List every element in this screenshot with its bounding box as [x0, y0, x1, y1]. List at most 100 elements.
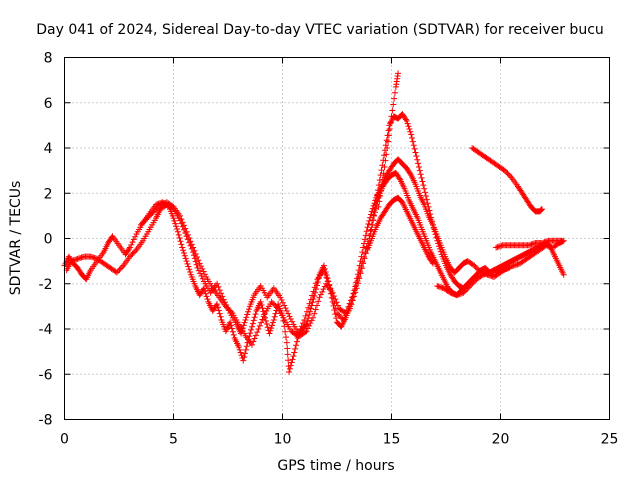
data-point [388, 113, 395, 120]
data-point [148, 211, 155, 218]
data-point [187, 268, 194, 275]
data-point [215, 283, 222, 290]
data-point [324, 278, 331, 285]
y-axis-label: SDTVAR / TECUs [8, 181, 24, 296]
data-point [419, 178, 426, 185]
data-point [182, 225, 189, 232]
data-point [214, 301, 221, 308]
y-tick-label: 4 [44, 141, 53, 157]
data-point [241, 319, 248, 326]
data-point [287, 362, 294, 369]
data-point [188, 241, 195, 248]
data-point [294, 332, 301, 339]
data-point [320, 267, 327, 274]
data-point [349, 297, 356, 304]
data-point [217, 313, 224, 320]
data-point [242, 350, 249, 357]
data-point [316, 294, 323, 301]
data-point [272, 302, 279, 309]
data-point [141, 217, 148, 224]
data-point [413, 153, 420, 160]
data-point [263, 321, 270, 328]
data-point [269, 300, 276, 307]
data-point [327, 285, 334, 292]
data-point [290, 353, 297, 360]
data-point [270, 316, 277, 323]
data-point [429, 260, 436, 267]
data-point [242, 346, 249, 353]
data-point [370, 217, 377, 224]
data-point [215, 307, 222, 314]
data-point [144, 215, 151, 222]
data-point [364, 224, 371, 231]
data-point [468, 281, 475, 288]
data-point [254, 329, 261, 336]
data-point [351, 293, 358, 300]
data-point [244, 311, 251, 318]
data-point [284, 351, 291, 358]
data-point [299, 320, 306, 327]
data-point [248, 323, 255, 330]
data-point [356, 275, 363, 282]
data-point [466, 283, 473, 290]
data-point [377, 192, 384, 199]
data-point [305, 304, 312, 311]
data-point [382, 157, 389, 164]
data-point [191, 247, 198, 254]
data-point [289, 356, 296, 363]
chart-title: Day 041 of 2024, Sidereal Day-to-day VTE… [36, 22, 604, 38]
data-point [430, 225, 437, 232]
data-point [375, 203, 382, 210]
data-point [154, 204, 161, 211]
data-point [420, 182, 427, 189]
data-point [396, 175, 403, 182]
data-point [407, 170, 414, 177]
data-point [303, 308, 310, 315]
data-point [202, 290, 209, 297]
data-point [386, 125, 393, 132]
data-point [383, 137, 390, 144]
data-point [408, 131, 415, 138]
data-point [192, 250, 199, 257]
data-point [298, 323, 305, 330]
data-point [282, 305, 289, 312]
data-point [187, 238, 194, 245]
data-point [297, 326, 304, 333]
data-point [179, 244, 186, 251]
data-point [153, 205, 160, 212]
data-point [302, 312, 309, 319]
data-point [385, 132, 392, 139]
data-point [236, 346, 243, 353]
data-point [173, 223, 180, 230]
data-point [198, 273, 205, 280]
data-point [303, 321, 310, 328]
data-point [119, 264, 126, 271]
data-point [262, 317, 269, 324]
data-point [248, 326, 255, 333]
data-point [256, 322, 263, 329]
data-point [197, 270, 204, 277]
data-point [128, 241, 135, 248]
data-point [362, 250, 369, 257]
data-point [194, 264, 201, 271]
data-point [285, 357, 292, 364]
x-tick-label: 10 [274, 432, 292, 448]
data-point [228, 308, 235, 315]
data-point [284, 345, 291, 352]
data-point [235, 344, 242, 351]
data-point [183, 258, 190, 265]
data-point [371, 212, 378, 219]
data-point [250, 338, 257, 345]
data-point [371, 209, 378, 216]
data-point [377, 172, 384, 179]
data-point [249, 320, 256, 327]
data-point [194, 254, 201, 261]
data-point [146, 212, 153, 219]
data-point [269, 319, 276, 326]
data-point [361, 236, 368, 243]
data-point [293, 342, 300, 349]
data-point [358, 265, 365, 272]
data-point [436, 245, 443, 252]
y-tick-label: -8 [39, 413, 53, 429]
data-point [435, 240, 442, 247]
